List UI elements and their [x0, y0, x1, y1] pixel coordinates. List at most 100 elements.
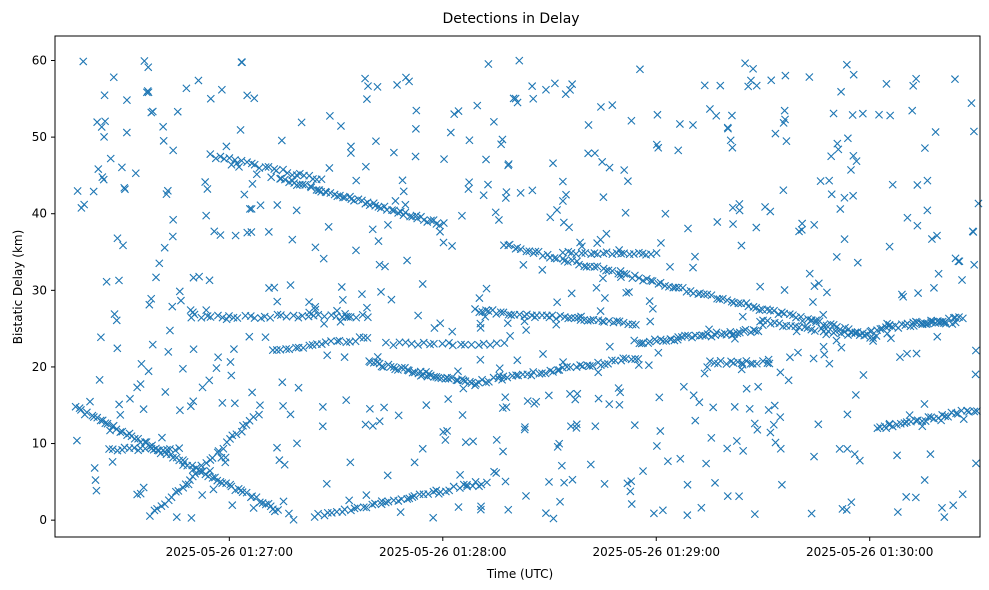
- detection-marker: [389, 363, 398, 372]
- y-axis-label: Bistatic Delay (km): [11, 230, 25, 345]
- detection-marker: [418, 444, 427, 453]
- detection-marker: [467, 340, 476, 349]
- detection-marker: [730, 334, 739, 343]
- detection-marker: [835, 444, 844, 453]
- detection-marker: [849, 70, 858, 79]
- detection-marker: [168, 302, 177, 311]
- detection-marker: [923, 176, 932, 185]
- detection-marker: [737, 365, 746, 374]
- detection-marker: [249, 413, 258, 421]
- detection-marker: [292, 439, 301, 448]
- detection-marker: [90, 463, 99, 472]
- detection-marker: [825, 359, 834, 368]
- detection-marker: [585, 362, 594, 370]
- detection-marker: [869, 336, 878, 345]
- detection-marker: [179, 483, 188, 492]
- detection-marker: [448, 341, 457, 350]
- detection-marker: [361, 74, 370, 83]
- detection-marker: [243, 158, 252, 167]
- detection-marker: [305, 341, 314, 350]
- detection-marker: [971, 459, 980, 468]
- detection-marker: [592, 283, 601, 292]
- detection-marker: [552, 320, 561, 329]
- detection-marker: [594, 394, 603, 403]
- detection-marker: [521, 491, 530, 500]
- detection-marker: [513, 356, 522, 365]
- detection-marker: [479, 191, 488, 200]
- detection-marker: [733, 329, 742, 338]
- detection-marker: [218, 313, 227, 322]
- detection-marker: [394, 411, 403, 420]
- detection-marker: [620, 166, 629, 175]
- detection-marker: [338, 295, 347, 304]
- detection-marker: [742, 384, 751, 393]
- detection-marker: [140, 57, 149, 65]
- detection-marker: [326, 189, 335, 197]
- detection-marker: [625, 288, 633, 297]
- detection-marker: [444, 395, 453, 404]
- detection-marker: [568, 475, 577, 484]
- detection-marker: [798, 317, 807, 326]
- detection-marker: [600, 360, 609, 369]
- detection-marker: [837, 87, 846, 96]
- detection-marker: [77, 203, 86, 212]
- detection-marker: [213, 311, 222, 320]
- detection-marker: [619, 318, 628, 327]
- detection-marker: [484, 59, 493, 68]
- detection-marker: [235, 162, 243, 171]
- detection-marker: [477, 502, 486, 511]
- detection-marker: [113, 344, 122, 353]
- detection-marker: [590, 262, 599, 271]
- detection-marker: [404, 366, 413, 375]
- detection-marker: [447, 373, 456, 382]
- detection-marker: [831, 327, 840, 335]
- detection-marker: [726, 136, 735, 145]
- detection-marker: [681, 331, 690, 340]
- detection-marker: [380, 403, 389, 412]
- detection-marker: [224, 312, 233, 320]
- detection-marker: [537, 369, 546, 378]
- detection-marker: [419, 338, 428, 347]
- detection-marker: [401, 338, 410, 347]
- detection-marker: [122, 128, 131, 137]
- detection-marker: [744, 82, 753, 91]
- detection-marker: [535, 369, 544, 378]
- detection-marker: [375, 417, 384, 426]
- detection-marker: [137, 359, 146, 368]
- detection-marker: [501, 477, 510, 486]
- detection-marker: [626, 487, 635, 496]
- detection-marker: [436, 319, 445, 328]
- detection-marker: [389, 148, 398, 157]
- detection-marker: [558, 254, 567, 263]
- detection-marker: [842, 60, 851, 69]
- detection-marker: [464, 185, 473, 194]
- detection-marker: [292, 343, 301, 352]
- detection-marker: [934, 269, 943, 278]
- detection-marker: [465, 136, 474, 145]
- x-tick-label: 2025-05-26 01:27:00: [166, 545, 293, 559]
- detection-marker: [454, 367, 462, 376]
- detection-marker: [646, 317, 655, 326]
- detection-marker: [206, 313, 215, 322]
- detection-marker: [273, 297, 282, 306]
- detection-marker: [566, 363, 575, 372]
- detection-marker: [684, 224, 692, 233]
- detection-marker: [785, 353, 794, 362]
- detection-marker: [683, 480, 692, 489]
- detection-marker: [728, 331, 737, 340]
- detection-marker: [608, 101, 617, 110]
- detection-marker: [292, 206, 301, 215]
- detection-marker: [826, 320, 835, 329]
- detection-marker: [229, 345, 238, 354]
- detection-marker: [374, 237, 383, 246]
- detection-marker: [752, 359, 761, 368]
- detection-marker: [860, 331, 869, 340]
- detection-marker: [920, 400, 929, 408]
- detection-marker: [439, 427, 448, 436]
- detection-marker: [101, 419, 110, 428]
- detection-marker: [318, 402, 327, 411]
- detection-marker: [159, 136, 168, 145]
- detection-marker: [816, 177, 825, 186]
- detection-marker: [277, 136, 286, 145]
- detection-marker: [883, 329, 892, 338]
